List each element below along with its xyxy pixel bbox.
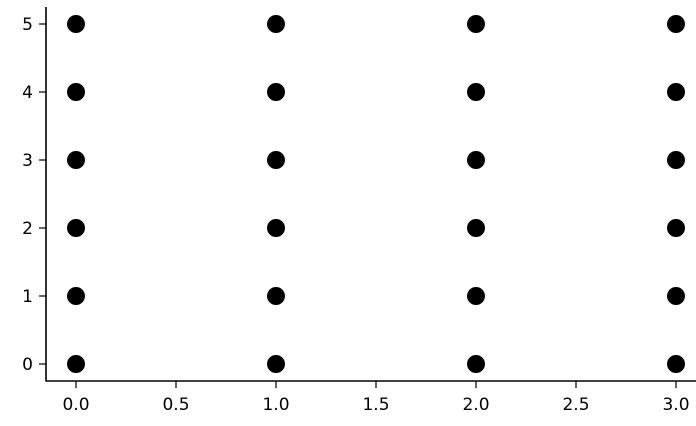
data-point	[67, 287, 85, 305]
data-point	[467, 355, 485, 373]
x-tick-label: 2.0	[462, 395, 489, 415]
data-point	[667, 15, 685, 33]
spines-layer	[46, 7, 696, 382]
data-point	[67, 219, 85, 237]
y-tick-label: 2	[22, 219, 33, 239]
data-point	[667, 83, 685, 101]
data-point	[667, 287, 685, 305]
data-point	[267, 151, 285, 169]
data-point	[667, 151, 685, 169]
points-layer	[67, 15, 685, 373]
y-tick-label: 3	[22, 151, 33, 171]
data-point	[667, 355, 685, 373]
data-point	[467, 219, 485, 237]
x-tick-label: 0.0	[62, 395, 89, 415]
data-point	[267, 15, 285, 33]
data-point	[467, 151, 485, 169]
x-tick-label: 2.5	[562, 395, 589, 415]
x-tick-label: 1.5	[362, 395, 389, 415]
data-point	[467, 287, 485, 305]
data-point	[267, 287, 285, 305]
data-point	[667, 219, 685, 237]
x-tick-label: 0.5	[162, 395, 189, 415]
data-point	[267, 83, 285, 101]
data-point	[67, 15, 85, 33]
data-point	[67, 355, 85, 373]
y-tick-label: 1	[22, 287, 33, 307]
data-point	[67, 151, 85, 169]
y-tick-label: 0	[22, 355, 33, 375]
y-tick-label: 4	[22, 83, 33, 103]
data-point	[267, 219, 285, 237]
data-point	[67, 83, 85, 101]
data-point	[467, 83, 485, 101]
ticks-layer: 0.0 0.5 1.0 1.5 2.0 2.5 3.0 0 1 2 3 4 5	[22, 15, 689, 415]
x-tick-label: 1.0	[262, 395, 289, 415]
data-point	[467, 15, 485, 33]
x-tick-label: 3.0	[662, 395, 689, 415]
y-tick-label: 5	[22, 15, 33, 35]
data-point	[267, 355, 285, 373]
